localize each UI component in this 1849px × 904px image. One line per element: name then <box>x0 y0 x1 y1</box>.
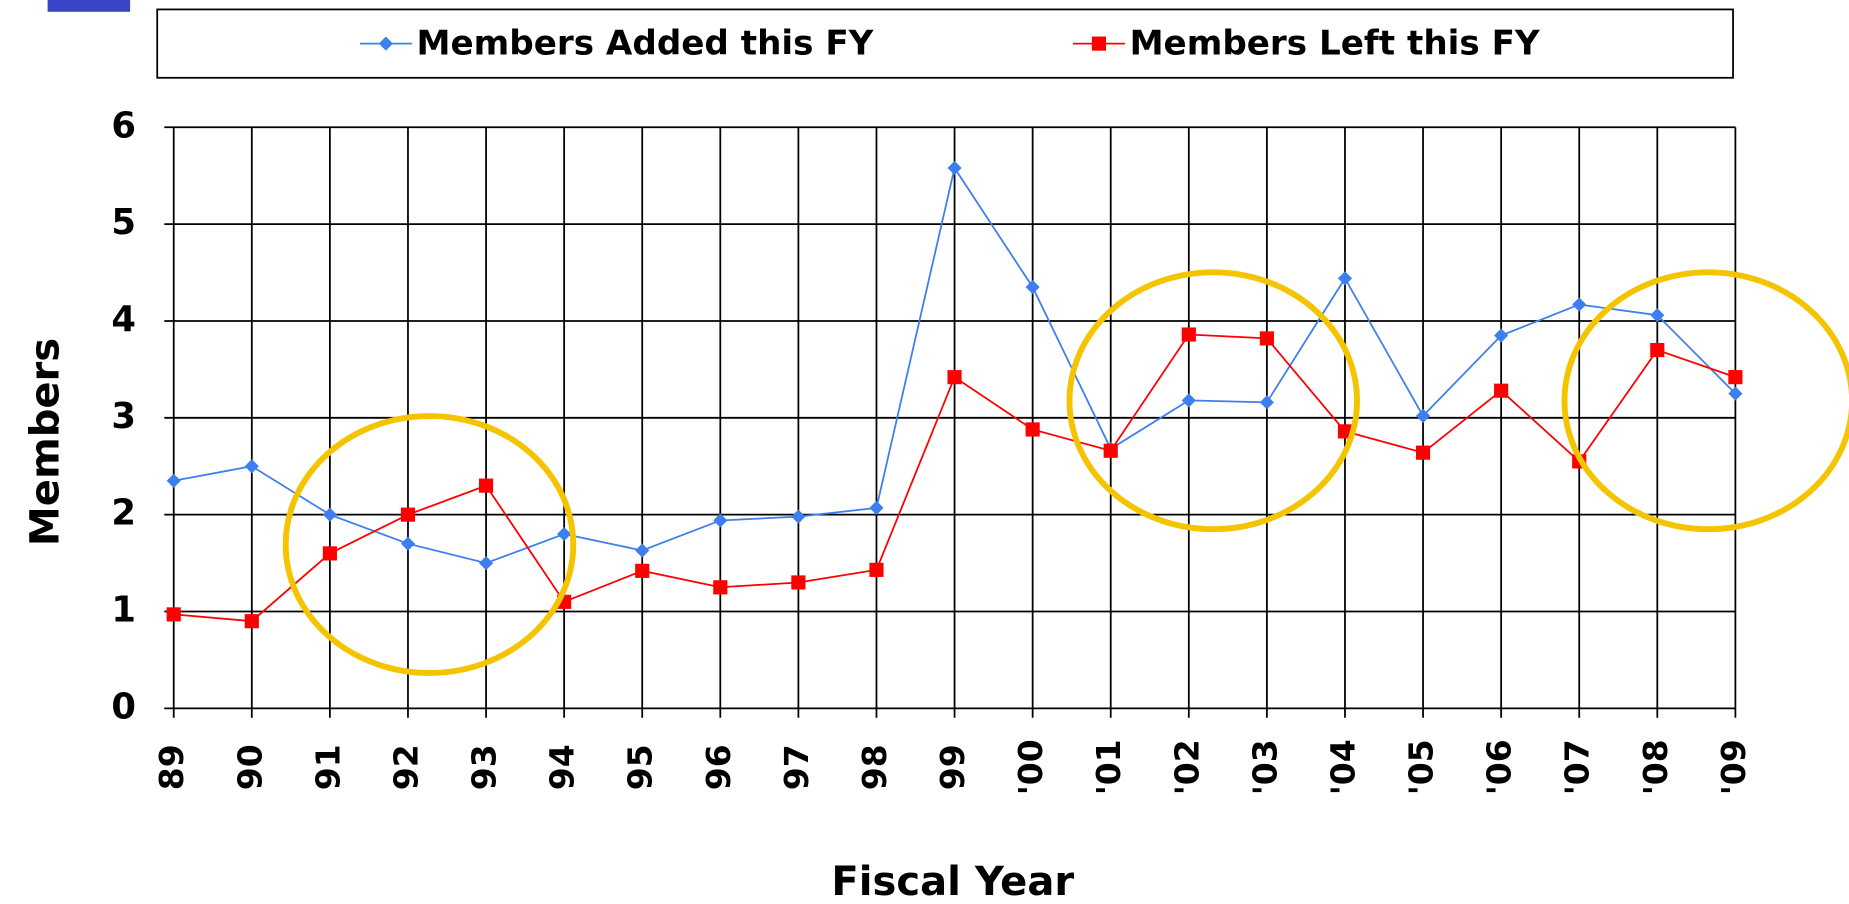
x-tick-label: 94 <box>543 744 582 790</box>
marker <box>869 500 884 515</box>
x-tick-label: '09 <box>1714 739 1753 795</box>
marker <box>378 36 393 51</box>
marker <box>713 580 728 595</box>
marker <box>1259 395 1274 410</box>
marker <box>791 575 806 590</box>
marker <box>400 536 416 551</box>
x-tick-label: '01 <box>1089 739 1128 795</box>
marker <box>322 546 337 561</box>
marker <box>1728 386 1743 401</box>
x-tick-label: 99 <box>933 744 972 790</box>
x-tick-label: 97 <box>777 744 816 790</box>
marker <box>1415 408 1431 423</box>
marker <box>1337 424 1353 439</box>
marker <box>244 459 259 474</box>
highlight-circle <box>1561 269 1849 533</box>
x-tick-label: 89 <box>152 744 191 790</box>
x-tick-label: '08 <box>1636 739 1675 795</box>
marker <box>1103 443 1118 458</box>
marker <box>400 507 416 522</box>
marker <box>557 526 572 542</box>
marker <box>1181 327 1196 342</box>
marker <box>1181 393 1196 408</box>
legend-label: Members Left this FY <box>1130 23 1541 63</box>
corner-decoration <box>47 0 131 12</box>
highlight-circle <box>1066 269 1360 533</box>
marker <box>635 563 650 578</box>
marker <box>1572 297 1587 312</box>
marker <box>1415 445 1431 460</box>
y-tick-label: 4 <box>111 299 136 340</box>
marker <box>869 562 884 577</box>
marker <box>1025 422 1040 437</box>
marker <box>635 543 650 558</box>
x-tick-label: 93 <box>465 744 504 790</box>
marker <box>791 509 806 524</box>
y-tick-label: 2 <box>111 493 136 534</box>
x-tick-label: 96 <box>699 744 738 790</box>
annotations <box>282 269 1849 676</box>
x-tick-label: 92 <box>386 744 425 790</box>
x-tick-label: '00 <box>1011 739 1050 795</box>
marker <box>478 556 494 571</box>
marker <box>1728 370 1743 385</box>
x-tick-label: '07 <box>1558 739 1597 795</box>
y-axis-label: Members <box>23 338 69 546</box>
marker <box>1337 271 1353 286</box>
marker <box>478 478 494 493</box>
marker <box>244 614 259 629</box>
marker <box>1259 331 1274 346</box>
marker <box>947 370 962 385</box>
highlight-circle <box>282 413 577 676</box>
plot-area: 89 90 91 92 93 94 95 96 97 98 99 '00 '01 '02 '03 '04 '05… <box>111 105 1752 795</box>
x-tick-label: 98 <box>855 744 894 790</box>
marker <box>1494 328 1509 343</box>
marker <box>166 607 181 622</box>
marker <box>947 160 962 176</box>
marker <box>1650 342 1665 358</box>
y-tick-label: 6 <box>111 105 136 146</box>
x-tick-label: '04 <box>1323 739 1362 795</box>
x-tick-label: 91 <box>308 744 347 790</box>
x-tick-label: '06 <box>1480 739 1519 795</box>
x-tick-label: '02 <box>1167 739 1206 795</box>
y-tick-label: 3 <box>111 396 136 437</box>
marker <box>1494 383 1509 398</box>
legend-box <box>156 8 1734 79</box>
marker <box>1650 308 1665 323</box>
x-tick-label: '05 <box>1402 739 1441 795</box>
legend-item: Members Added this FY <box>359 23 875 63</box>
marker <box>166 473 181 488</box>
legend-item: Members Left this FY <box>1073 23 1541 63</box>
marker <box>322 507 337 522</box>
y-tick-label: 0 <box>111 686 136 727</box>
marker <box>1091 36 1107 51</box>
x-tick-label: 95 <box>621 744 660 790</box>
marker <box>1025 280 1040 295</box>
x-tick-label: 90 <box>230 744 269 790</box>
x-tick-label: '03 <box>1245 739 1284 795</box>
legend-label: Members Added this FY <box>417 23 875 63</box>
y-tick-label: 1 <box>111 590 136 631</box>
y-tick-label: 5 <box>111 202 136 243</box>
x-axis-label: Fiscal Year <box>831 859 1074 904</box>
